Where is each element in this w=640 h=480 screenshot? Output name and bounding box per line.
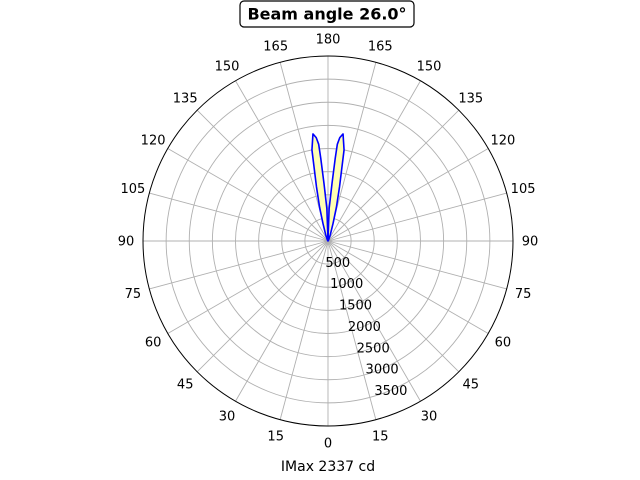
chart-title: Beam angle 26.0° [247,5,406,24]
theta-tick-label: 0 [324,437,332,452]
grid-spoke [235,80,329,242]
chart-title-box: Beam angle 26.0° [239,0,415,28]
data-layer [311,133,345,242]
theta-tick-label: 135 [458,92,483,107]
r-tick-label: 2500 [357,341,390,356]
grid-spoke [149,240,329,290]
theta-tick-label: 90 [118,235,135,250]
grid-spoke [327,240,377,420]
theta-tick-label: 90 [522,235,539,250]
r-tick-label: 500 [325,256,350,271]
grid-spoke [327,80,421,242]
label-layer: 0 15 30 45 60 75 90 105 120 135 150 165 180 15 30 45 60 7… [118,33,539,452]
grid-spoke [327,240,489,334]
r-tick-label: 3500 [374,384,407,399]
theta-tick-label: 75 [515,287,532,302]
theta-tick-label: 30 [219,409,236,424]
theta-tick-label: 15 [372,430,389,445]
theta-tick-label: 30 [421,409,438,424]
r-tick-label: 1500 [339,299,372,314]
theta-tick-label: 105 [511,182,536,197]
theta-tick-label: 120 [141,134,166,149]
title-frame [239,0,415,28]
grid-spoke [235,240,329,402]
grid-spoke [196,240,329,373]
grid-spoke [327,240,507,290]
r-tick-label: 3000 [366,363,399,378]
grid-spoke [167,240,329,334]
grid-spoke [327,148,489,242]
grid-spoke [196,109,329,242]
grid-spoke [327,240,421,402]
beam-intensity-curve [311,133,345,242]
frame-layer [142,55,514,427]
theta-tick-label: 75 [125,287,142,302]
grid-spoke [279,240,329,420]
theta-tick-label: 165 [368,39,393,54]
x-axis-label: IMax 2337 cd [281,459,375,475]
r-tick-label: 2000 [348,320,381,335]
theta-tick-label: 165 [263,39,288,54]
theta-tick-label: 150 [215,60,240,75]
polar-frame [142,55,514,427]
theta-tick-label: 105 [120,182,145,197]
theta-tick-label: 150 [417,60,442,75]
grid-spoke [327,192,507,242]
theta-tick-label: 15 [267,430,284,445]
r-tick-label: 1000 [330,277,363,292]
theta-tick-label: 60 [145,336,162,351]
grid-spoke [149,192,329,242]
grid-layer [143,56,513,426]
grid-spoke [167,148,329,242]
theta-tick-label: 45 [463,377,480,392]
beam-fill [311,133,345,241]
theta-tick-label: 135 [173,92,198,107]
theta-tick-label: 180 [316,33,341,48]
theta-tick-label: 45 [177,377,194,392]
theta-tick-label: 60 [495,336,512,351]
grid-spoke [327,240,460,373]
theta-tick-label: 120 [490,134,515,149]
grid-spoke [327,109,460,242]
